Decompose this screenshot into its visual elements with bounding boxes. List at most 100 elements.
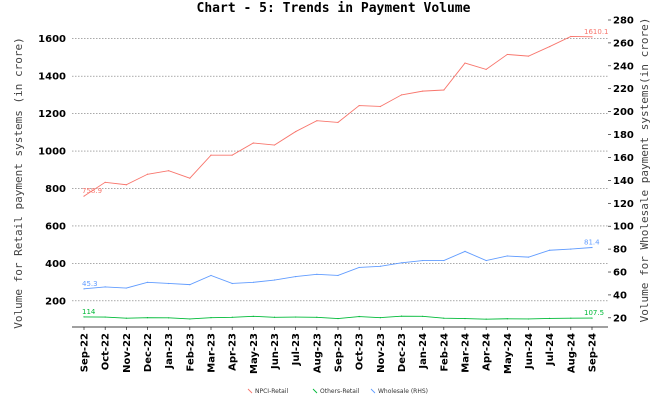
data-point xyxy=(358,315,360,318)
y2-tick-label: 100 xyxy=(613,222,634,233)
legend-swatch xyxy=(247,388,253,394)
y2-tick-label: 40 xyxy=(613,290,627,301)
data-point xyxy=(252,142,254,144)
y-tick-label: 1200 xyxy=(38,109,66,120)
x-tick-label: Dec-22 xyxy=(143,333,154,372)
data-point xyxy=(379,317,381,319)
y-axis-label: Volume for Retail payment systems (in cr… xyxy=(12,37,25,328)
data-point xyxy=(146,173,149,175)
y-tick-label: 1000 xyxy=(38,147,66,158)
data-point xyxy=(104,286,106,288)
data-point xyxy=(379,265,381,267)
data-point xyxy=(210,274,212,277)
y2-tick-label: 160 xyxy=(613,153,634,164)
data-point xyxy=(527,55,530,57)
data-point xyxy=(443,317,445,319)
x-tick-label: Jul-24 xyxy=(545,333,556,366)
data-point xyxy=(400,262,403,264)
data-label: 758.9 xyxy=(82,187,102,195)
data-point xyxy=(549,317,551,319)
data-point xyxy=(316,273,318,275)
y2-axis-label: Volume for Wholesale payment systems(in … xyxy=(638,18,651,323)
x-tick-label: Aug-23 xyxy=(312,333,323,373)
x-tick-label: Apr-24 xyxy=(482,333,493,371)
data-point xyxy=(83,288,85,290)
data-point xyxy=(506,318,508,320)
y2-tick-label: 80 xyxy=(613,245,627,256)
x-tick-label: Dec-23 xyxy=(397,333,408,372)
data-point xyxy=(549,249,551,251)
data-point xyxy=(337,274,339,277)
data-point xyxy=(189,177,191,179)
x-tick-label: Sep-22 xyxy=(80,333,91,372)
x-tick-label: Sep-24 xyxy=(588,333,599,372)
x-tick-label: Sep-23 xyxy=(334,333,345,372)
data-point xyxy=(210,317,212,319)
gridlines xyxy=(72,38,608,302)
x-tick-label: Jan-24 xyxy=(418,333,429,370)
x-tick-label: Jun-23 xyxy=(270,333,281,370)
legend-entry: Others-Retail xyxy=(320,388,360,395)
legend-swatch xyxy=(370,388,376,394)
x-tick-label: Feb-24 xyxy=(439,333,450,371)
data-point xyxy=(527,318,530,320)
data-point xyxy=(273,279,276,281)
data-point xyxy=(125,317,127,319)
y-tick-label: 200 xyxy=(45,296,66,307)
y2-tick-label: 60 xyxy=(613,268,627,279)
data-point xyxy=(400,315,403,317)
data-point xyxy=(295,130,297,133)
data-point xyxy=(316,316,318,318)
data-point xyxy=(464,250,466,252)
data-point xyxy=(570,248,572,250)
data-point xyxy=(231,316,233,318)
x-tick-label: Jul-23 xyxy=(291,333,302,366)
data-point xyxy=(231,154,233,156)
x-tick-label: Jun-24 xyxy=(524,333,535,370)
data-point xyxy=(443,89,445,91)
x-tick-label: Oct-23 xyxy=(355,333,366,370)
y2-tick-label: 240 xyxy=(613,61,634,72)
data-point xyxy=(83,316,85,318)
data-point xyxy=(273,316,276,318)
data-point xyxy=(83,195,85,197)
x-tick-label: Nov-23 xyxy=(376,333,387,373)
data-point xyxy=(273,144,276,146)
data-point xyxy=(168,317,170,319)
y2-tick-label: 140 xyxy=(613,176,634,187)
data-point xyxy=(252,315,254,317)
data-point xyxy=(337,317,339,320)
data-point xyxy=(464,62,466,64)
data-label: 114 xyxy=(82,308,96,316)
data-point xyxy=(443,259,445,262)
x-tick-label: Mar-24 xyxy=(461,333,472,373)
data-point xyxy=(591,317,593,319)
series-line xyxy=(83,36,593,197)
y-tick-label: 1400 xyxy=(38,72,66,83)
legend: NPCI-Retail Others-Retail Wholesale (RHS) xyxy=(247,388,428,395)
data-point xyxy=(506,53,508,56)
data-labels: 758.9 1610.1 114 107.5 45.3 81.4 xyxy=(82,28,609,317)
data-point xyxy=(570,317,572,319)
data-point xyxy=(485,318,487,320)
data-point xyxy=(125,287,127,289)
x-tick-label: Nov-22 xyxy=(122,333,133,373)
data-label: 1610.1 xyxy=(584,28,609,36)
x-tick-label: May-23 xyxy=(249,333,260,374)
data-point xyxy=(168,170,170,172)
data-point xyxy=(295,316,297,318)
series-line xyxy=(83,247,593,290)
data-point xyxy=(231,282,233,285)
data-point xyxy=(422,315,424,317)
y-tick-label: 1600 xyxy=(38,34,66,45)
legend-entry: NPCI-Retail xyxy=(255,388,289,395)
x-tick-label: Mar-23 xyxy=(207,333,218,373)
data-point xyxy=(168,282,170,285)
data-point xyxy=(379,105,381,108)
data-point xyxy=(358,266,360,269)
data-point xyxy=(104,316,106,318)
legend-entry: Wholesale (RHS) xyxy=(378,388,428,395)
data-point xyxy=(316,120,318,122)
chart-title: Chart - 5: Trends in Payment Volume xyxy=(197,1,471,16)
